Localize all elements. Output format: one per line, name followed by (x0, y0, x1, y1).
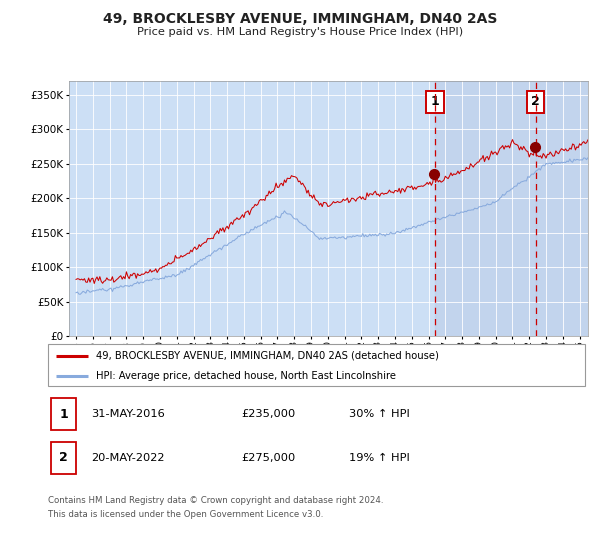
Text: Contains HM Land Registry data © Crown copyright and database right 2024.: Contains HM Land Registry data © Crown c… (48, 496, 383, 505)
Text: 19% ↑ HPI: 19% ↑ HPI (349, 453, 410, 463)
Text: 1: 1 (430, 95, 439, 108)
Bar (435, 81, 536, 336)
Text: 30% ↑ HPI: 30% ↑ HPI (349, 409, 410, 419)
Text: Price paid vs. HM Land Registry's House Price Index (HPI): Price paid vs. HM Land Registry's House … (137, 27, 463, 37)
Text: 49, BROCKLESBY AVENUE, IMMINGHAM, DN40 2AS: 49, BROCKLESBY AVENUE, IMMINGHAM, DN40 2… (103, 12, 497, 26)
Text: HPI: Average price, detached house, North East Lincolnshire: HPI: Average price, detached house, Nort… (97, 371, 397, 381)
Text: 1: 1 (59, 408, 68, 421)
FancyBboxPatch shape (48, 344, 585, 386)
Bar (536, 81, 588, 336)
FancyBboxPatch shape (50, 442, 76, 474)
Text: This data is licensed under the Open Government Licence v3.0.: This data is licensed under the Open Gov… (48, 510, 323, 519)
Text: 49, BROCKLESBY AVENUE, IMMINGHAM, DN40 2AS (detached house): 49, BROCKLESBY AVENUE, IMMINGHAM, DN40 2… (97, 351, 439, 361)
Text: 20-MAY-2022: 20-MAY-2022 (91, 453, 164, 463)
Text: 2: 2 (531, 95, 540, 108)
FancyBboxPatch shape (50, 398, 76, 430)
Text: 31-MAY-2016: 31-MAY-2016 (91, 409, 165, 419)
Text: £235,000: £235,000 (241, 409, 296, 419)
Text: 2: 2 (59, 451, 68, 464)
Text: £275,000: £275,000 (241, 453, 296, 463)
